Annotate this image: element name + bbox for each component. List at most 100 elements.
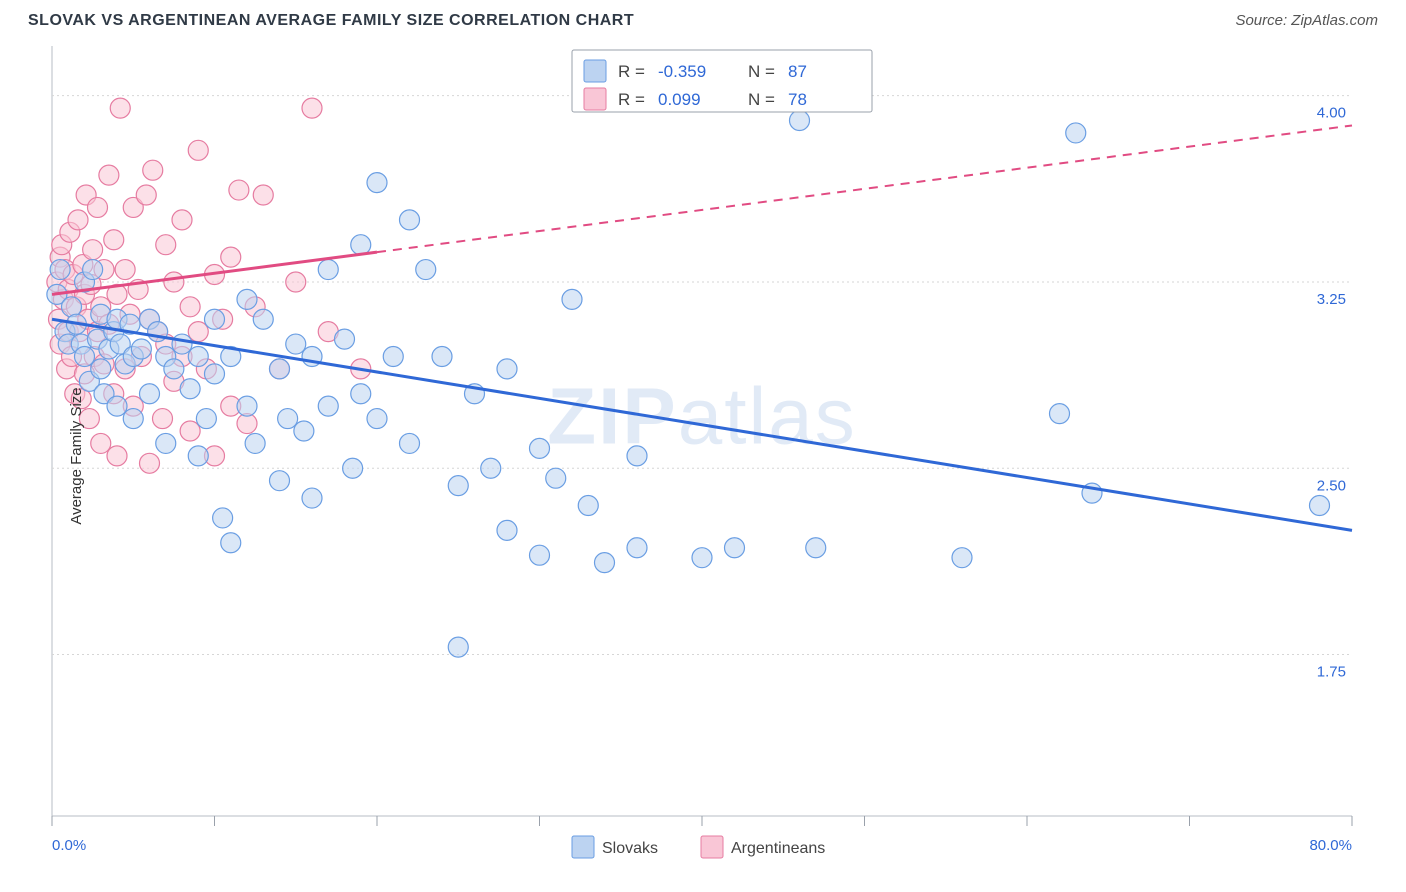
scatter-point bbox=[131, 339, 151, 359]
argentineans-trend-extrapolation bbox=[377, 125, 1352, 252]
scatter-point bbox=[318, 396, 338, 416]
scatter-point bbox=[627, 538, 647, 558]
scatter-point bbox=[68, 210, 88, 230]
scatter-point bbox=[91, 433, 111, 453]
scatter-point bbox=[156, 433, 176, 453]
scatter-point bbox=[530, 545, 550, 565]
scatter-point bbox=[188, 446, 208, 466]
scatter-point bbox=[448, 476, 468, 496]
y-tick-label: 4.00 bbox=[1317, 105, 1346, 122]
scatter-point bbox=[294, 421, 314, 441]
source-label: Source: ZipAtlas.com bbox=[1235, 12, 1378, 29]
scatter-point bbox=[278, 409, 298, 429]
scatter-point bbox=[253, 309, 273, 329]
legend-swatch bbox=[584, 60, 606, 82]
scatter-point bbox=[140, 384, 160, 404]
scatter-point bbox=[180, 297, 200, 317]
r-label: R = bbox=[618, 62, 645, 81]
scatter-point bbox=[188, 140, 208, 160]
scatter-point bbox=[107, 396, 127, 416]
scatter-point bbox=[546, 468, 566, 488]
scatter-point bbox=[253, 185, 273, 205]
scatter-point bbox=[367, 173, 387, 193]
scatter-point bbox=[221, 247, 241, 267]
scatter-point bbox=[725, 538, 745, 558]
scatter-point bbox=[351, 235, 371, 255]
scatter-point bbox=[1066, 123, 1086, 143]
scatter-point bbox=[790, 111, 810, 131]
legend-swatch bbox=[572, 836, 594, 858]
scatter-point bbox=[50, 260, 70, 280]
scatter-point bbox=[562, 289, 582, 309]
scatter-point bbox=[806, 538, 826, 558]
scatter-point bbox=[270, 359, 290, 379]
scatter-point bbox=[578, 496, 598, 516]
scatter-point bbox=[302, 98, 322, 118]
series-legend: Slovaks Argentineans bbox=[572, 836, 825, 858]
scatter-point bbox=[530, 438, 550, 458]
scatter-point bbox=[245, 433, 265, 453]
scatter-point bbox=[110, 98, 130, 118]
correlation-legend: R = -0.359 N = 87 R = 0.099 N = 78 bbox=[572, 50, 872, 112]
scatter-point bbox=[383, 346, 403, 366]
x-max-label: 80.0% bbox=[1309, 837, 1352, 854]
scatter-point bbox=[229, 180, 249, 200]
r-value: 0.099 bbox=[658, 90, 701, 109]
scatter-point bbox=[367, 409, 387, 429]
scatter-point bbox=[270, 471, 290, 491]
r-value: -0.359 bbox=[658, 62, 706, 81]
scatter-point bbox=[107, 446, 127, 466]
scatter-point bbox=[91, 359, 111, 379]
y-axis-label: Average Family Size bbox=[68, 387, 85, 524]
scatter-point bbox=[497, 359, 517, 379]
legend-swatch bbox=[701, 836, 723, 858]
scatter-point bbox=[286, 334, 306, 354]
scatter-point bbox=[318, 260, 338, 280]
scatter-point bbox=[180, 379, 200, 399]
n-value: 78 bbox=[788, 90, 807, 109]
n-value: 87 bbox=[788, 62, 807, 81]
scatter-point bbox=[1050, 404, 1070, 424]
scatter-point bbox=[400, 433, 420, 453]
scatter-point bbox=[75, 346, 95, 366]
scatter-point bbox=[237, 396, 257, 416]
scatter-point bbox=[627, 446, 647, 466]
x-min-label: 0.0% bbox=[52, 837, 86, 854]
scatter-point bbox=[213, 508, 233, 528]
scatter-point bbox=[205, 364, 225, 384]
scatter-point bbox=[343, 458, 363, 478]
scatter-point bbox=[952, 548, 972, 568]
scatter-point bbox=[692, 548, 712, 568]
y-tick-label: 3.25 bbox=[1317, 291, 1346, 308]
r-label: R = bbox=[618, 90, 645, 109]
scatter-point bbox=[164, 359, 184, 379]
n-label: N = bbox=[748, 90, 775, 109]
scatter-point bbox=[302, 488, 322, 508]
legend-label: Argentineans bbox=[731, 840, 825, 857]
y-tick-label: 2.50 bbox=[1317, 477, 1346, 494]
scatter-point bbox=[221, 533, 241, 553]
n-label: N = bbox=[748, 62, 775, 81]
scatter-point bbox=[140, 453, 160, 473]
scatter-point bbox=[136, 185, 156, 205]
y-tick-label: 1.75 bbox=[1317, 664, 1346, 681]
scatter-point bbox=[416, 260, 436, 280]
scatter-point bbox=[153, 409, 173, 429]
scatter-point bbox=[286, 272, 306, 292]
legend-frame bbox=[572, 50, 872, 112]
scatter-point bbox=[400, 210, 420, 230]
scatter-point bbox=[164, 272, 184, 292]
scatter-point bbox=[188, 346, 208, 366]
scatter-point bbox=[123, 409, 143, 429]
scatter-point bbox=[99, 165, 119, 185]
legend-swatch bbox=[584, 88, 606, 110]
scatter-point bbox=[143, 160, 163, 180]
scatter-point bbox=[188, 322, 208, 342]
scatter-point bbox=[481, 458, 501, 478]
chart-title: SLOVAK VS ARGENTINEAN AVERAGE FAMILY SIZ… bbox=[28, 12, 634, 30]
legend-label: Slovaks bbox=[602, 840, 658, 857]
scatter-point bbox=[335, 329, 355, 349]
scatter-point bbox=[497, 520, 517, 540]
scatter-point bbox=[62, 297, 82, 317]
watermark: ZIPatlas bbox=[547, 371, 856, 460]
